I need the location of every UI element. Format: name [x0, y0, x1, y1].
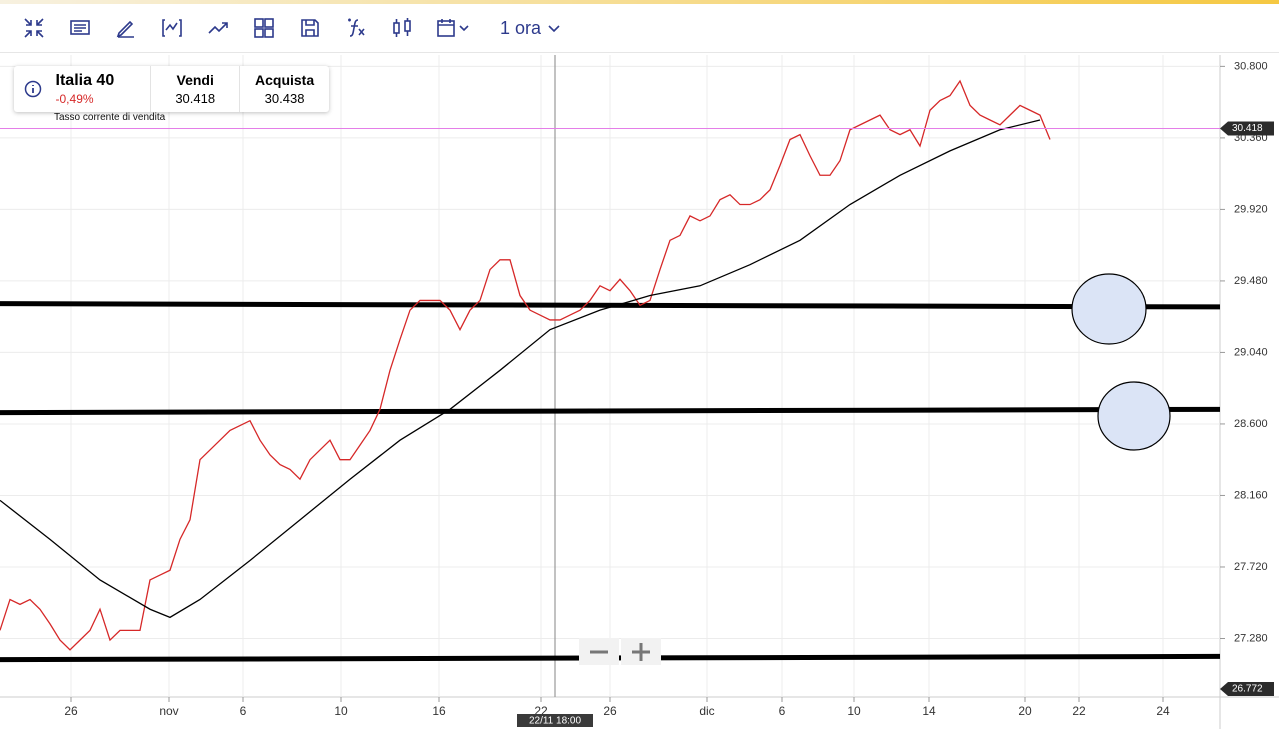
x-tick-label: 22	[1072, 704, 1086, 718]
x-tick-label: 20	[1018, 704, 1032, 718]
save-icon[interactable]	[298, 16, 322, 40]
drawn-circle	[1071, 273, 1147, 345]
instrument-name: Italia 40	[55, 72, 115, 89]
x-tick-label: 10	[847, 704, 861, 718]
layout-icon[interactable]	[252, 16, 276, 40]
info-icon[interactable]	[24, 80, 42, 98]
x-tick-label: 16	[432, 704, 446, 718]
current-price-label: 30.418	[1232, 123, 1263, 134]
trend-icon[interactable]	[206, 16, 230, 40]
y-tick-label: 29.920	[1234, 203, 1268, 215]
interval-caret[interactable]	[547, 21, 561, 35]
calendar-icon[interactable]	[436, 16, 470, 40]
instrument-box: Italia 40 -0,49% Vendi 30.418 Acquista 30.4…	[14, 66, 329, 112]
sell-label: Vendi	[176, 72, 214, 88]
y-tick-label: 29.480	[1234, 275, 1268, 287]
note-icon[interactable]	[68, 16, 92, 40]
x-tick-label: 6	[779, 704, 786, 718]
bottom-price-label: 26.772	[1232, 684, 1263, 695]
y-tick-label: 30.800	[1234, 60, 1268, 72]
y-tick-label: 28.600	[1234, 418, 1268, 430]
buy-price[interactable]: 30.438	[264, 91, 305, 106]
top-accent	[0, 0, 1279, 4]
drawn-circle	[1097, 381, 1171, 451]
indicator-icon[interactable]	[160, 16, 184, 40]
current-price-tag	[1220, 121, 1274, 136]
support-line	[0, 301, 1221, 310]
y-tick-label: 27.720	[1234, 561, 1268, 573]
chart: 30.80030.36029.92029.48029.04028.60028.1…	[0, 55, 1279, 729]
x-tick-label: 10	[334, 704, 348, 718]
instrument-change: -0,49%	[55, 92, 94, 106]
x-tick-label: 26	[64, 704, 78, 718]
x-tick-label: 26	[603, 704, 617, 718]
zoom-glyphs	[590, 643, 650, 661]
x-tick-label: 24	[1156, 704, 1170, 718]
buy-label: Acquista	[255, 72, 315, 88]
price-line	[0, 79, 1051, 651]
rate-note: Tasso corrente di vendita	[54, 112, 166, 123]
crosshair-label: 22/11 18:00	[529, 716, 582, 727]
candle-icon[interactable]	[390, 16, 414, 40]
toolbar: 1 ora	[0, 4, 1279, 53]
zoom-controls	[579, 638, 661, 665]
x-tick-label: 14	[922, 704, 936, 718]
bottom-price-tag	[1220, 682, 1274, 696]
x-tick-label: 6	[240, 704, 247, 718]
collapse-icon[interactable]	[22, 16, 46, 40]
sell-price[interactable]: 30.418	[175, 91, 216, 106]
interval[interactable]: 1 ora	[500, 17, 542, 38]
y-tick-label: 29.040	[1234, 346, 1268, 358]
y-tick-label: 27.280	[1234, 632, 1268, 644]
crosshair-label-box	[517, 714, 593, 727]
draw-icon[interactable]	[114, 16, 138, 40]
x-tick-label: dic	[699, 704, 714, 718]
y-tick-label: 28.160	[1234, 489, 1268, 501]
support-line	[0, 406, 1221, 416]
price-line	[0, 119, 1041, 619]
x-tick-label: nov	[159, 704, 178, 718]
function-icon[interactable]	[344, 16, 368, 40]
